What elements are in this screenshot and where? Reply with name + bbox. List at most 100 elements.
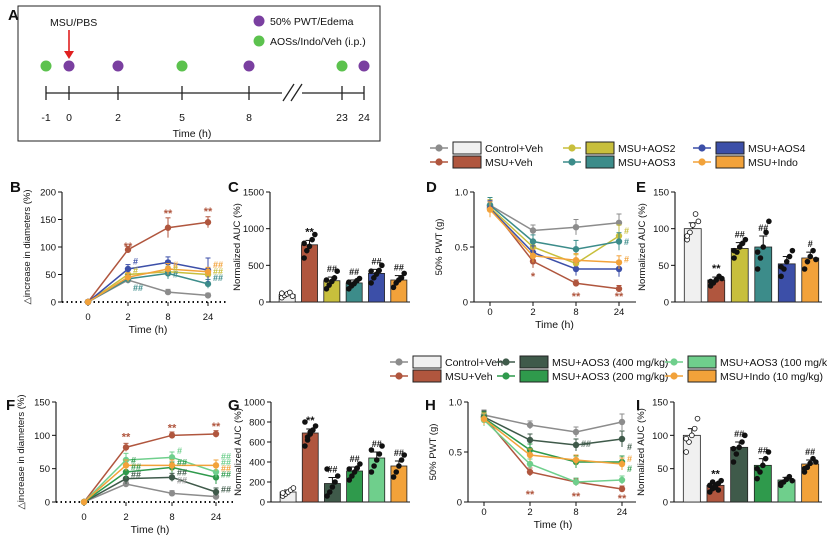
panel-label-i: I: [636, 397, 640, 414]
sample-point: [683, 435, 689, 442]
bar-msu-aos3-400-mg-kg: ##: [730, 429, 749, 503]
legend-top-text-4: MSU+AOS4: [748, 143, 806, 155]
significance-annotation: ##: [221, 463, 231, 473]
sample-point: [718, 477, 724, 484]
legend-bottom-marker-5: [670, 372, 678, 380]
sample-point: [689, 432, 695, 439]
sample-point: [695, 218, 702, 225]
sample-point: [324, 493, 330, 499]
sample-point: [694, 415, 701, 422]
series-msu-indo-10-mg-kg: [80, 459, 220, 506]
significance-annotation: #: [131, 455, 136, 465]
bar-msu-aos2: ##: [323, 264, 341, 303]
significance-annotation: #: [808, 239, 813, 249]
significance-annotation: #: [627, 464, 632, 474]
bar-msu-aos4: [777, 247, 796, 303]
legend-bottom-text-2: MSU+AOS3 (400 mg/kg): [552, 357, 668, 369]
x-tick-label: 2: [530, 307, 535, 318]
x-tick-label: 2: [123, 512, 128, 523]
bar-msu-veh: **: [301, 226, 318, 303]
sample-point: [789, 247, 796, 254]
sample-point: [707, 278, 714, 285]
legend-bottom-marker-2: [502, 358, 510, 366]
sample-point: [763, 229, 769, 236]
significance-annotation: #: [624, 226, 629, 236]
data-point: [212, 488, 220, 496]
significance-annotation: ##: [213, 273, 223, 283]
data-point: [529, 252, 537, 259]
panel-label-c: C: [228, 179, 239, 196]
treatment-dot-5: [176, 60, 188, 72]
legend-bottom-text-0: Control+Veh: [445, 357, 503, 369]
significance-annotation: **: [204, 206, 213, 218]
bar-msu-aos2: ##: [730, 230, 749, 303]
series-line: [87, 261, 209, 303]
legend-top-swatch-5: [715, 155, 745, 169]
legend-bottom-text-1: MSU+Veh: [445, 371, 493, 383]
data-point: [572, 246, 580, 253]
significance-annotation: ##: [327, 465, 337, 475]
data-point: [572, 456, 580, 464]
sample-point: [302, 443, 308, 449]
sample-point: [396, 463, 402, 469]
data-point: [615, 219, 623, 226]
sample-point: [379, 443, 385, 449]
sample-point: [368, 268, 374, 275]
sample-point: [683, 449, 689, 455]
sample-point: [778, 263, 784, 270]
bar-msu-aos3-200-mg-kg: ##: [753, 446, 772, 503]
y-axis-label: △increase in diameters (%): [22, 189, 33, 304]
data-point: [526, 436, 534, 444]
significance-annotation: **: [526, 489, 535, 501]
legend-dot-pwt: [253, 15, 265, 27]
sample-point: [804, 258, 811, 265]
y-tick-label: 1000: [243, 224, 264, 235]
significance-annotation: ##: [327, 264, 337, 274]
sample-point: [332, 479, 338, 485]
bar-msu-aos3-100-mg-kg: ##: [368, 439, 386, 503]
bar-control-veh: [682, 415, 701, 503]
sample-point: [279, 290, 285, 297]
sample-point: [713, 277, 720, 283]
y-tick-label: 0: [260, 498, 265, 509]
data-point: [168, 432, 176, 439]
sample-point: [731, 247, 737, 254]
sample-point: [371, 274, 377, 281]
sample-point: [306, 243, 313, 250]
significance-annotation: ##: [133, 283, 143, 293]
y-axis-label: 50% PWT (g): [428, 424, 439, 481]
legend-bottom-swatch-3: [519, 369, 549, 383]
bar-msu-aos3: ##: [754, 218, 773, 303]
y-tick-label: 100: [40, 243, 56, 254]
y-axis-label: △increase in diameters (%): [16, 394, 27, 509]
sample-point: [754, 249, 761, 255]
y-tick-label: 0: [45, 498, 50, 509]
significance-annotation: ##: [131, 462, 141, 472]
bar-msu-indo-10-mg-kg: ##: [390, 448, 408, 503]
chart-i: I 0 50 100 150 Normalized AUC (%) ** ## ## ##: [636, 397, 822, 509]
bar-control-veh: [278, 289, 296, 303]
legend-top-marker-5: [698, 158, 706, 166]
sample-point: [687, 229, 693, 236]
significance-annotation: #: [133, 265, 138, 275]
bar: [730, 446, 749, 503]
measurement-dot-2: [112, 60, 124, 72]
sample-point: [379, 262, 385, 269]
significance-annotation: **: [572, 491, 581, 503]
series-line: [489, 204, 620, 232]
sample-point: [807, 253, 814, 260]
y-tick-label: 150: [40, 215, 56, 226]
significance-annotation: #: [627, 442, 632, 452]
series-control-veh: [486, 199, 623, 236]
sample-point: [334, 473, 341, 479]
sample-point: [346, 279, 352, 286]
legend-top-text-0: Control+Veh: [485, 143, 543, 155]
y-axis-label: 50% PWT (g): [434, 219, 445, 276]
sample-point: [754, 266, 761, 272]
series-line: [83, 483, 217, 503]
x-axis-label: Time (h): [534, 519, 573, 531]
data-point: [572, 257, 580, 264]
bar: [801, 257, 820, 303]
